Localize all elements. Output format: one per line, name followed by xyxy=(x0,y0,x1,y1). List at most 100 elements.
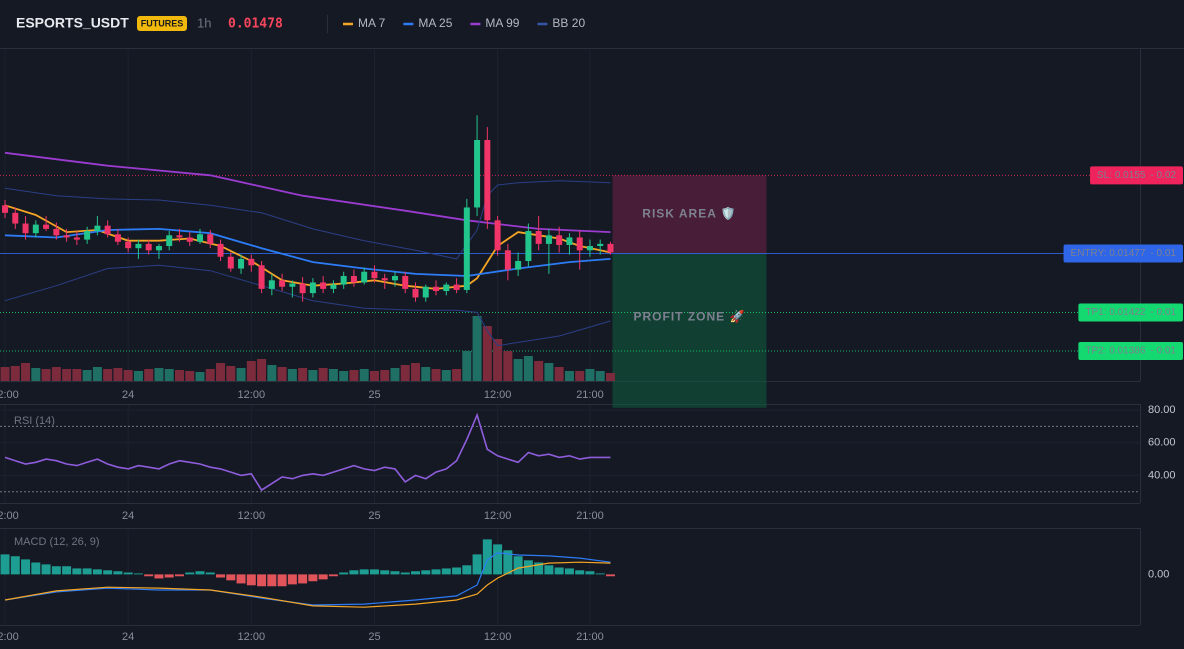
level-label-bg xyxy=(1078,303,1183,322)
macd-histogram-bar xyxy=(113,571,123,575)
candle-body xyxy=(43,224,50,229)
x-tick-label: 21:00 xyxy=(576,510,604,522)
volume-bar xyxy=(277,367,287,381)
macd-histogram-bar xyxy=(0,554,10,575)
macd-histogram-bar xyxy=(359,569,369,575)
volume-bar xyxy=(154,368,164,381)
volume-bar xyxy=(472,316,482,381)
badge-bg xyxy=(137,16,187,31)
candle-body xyxy=(391,276,398,281)
volume-bar xyxy=(493,339,503,381)
zone-label: RISK AREA 🛡️ xyxy=(642,207,736,221)
candle-body xyxy=(258,265,265,289)
volume-bar xyxy=(144,369,154,381)
volume-bar xyxy=(380,370,390,381)
level-label: SL: 0.0155 xyxy=(1097,170,1146,181)
macd-histogram-bar xyxy=(318,574,328,580)
candle-body xyxy=(504,250,511,270)
candle-body xyxy=(515,261,522,270)
candle-body xyxy=(53,228,60,236)
macd-histogram-bar xyxy=(236,574,246,584)
volume-bar xyxy=(411,363,421,381)
candle-body xyxy=(361,271,368,283)
level-change: - 0.01 xyxy=(1150,346,1176,357)
level-label: TP2: 0.01386 xyxy=(1085,346,1145,357)
volume-bar xyxy=(41,369,51,381)
macd-histogram-bar xyxy=(605,574,615,577)
volume-bar xyxy=(195,372,205,381)
candle-body xyxy=(597,243,604,247)
volume-bar xyxy=(482,326,492,381)
macd-line xyxy=(4,561,611,608)
rsi-line xyxy=(4,412,611,492)
volume-bar xyxy=(226,366,236,381)
volume-bar xyxy=(513,359,523,381)
volume-bar xyxy=(51,367,61,381)
macd-histogram-bar xyxy=(523,560,533,575)
x-tick-label: 24 xyxy=(122,389,134,401)
candle-body xyxy=(94,225,101,232)
badge: FUTURES xyxy=(141,18,184,28)
candle-body xyxy=(289,283,296,287)
candle-body xyxy=(494,220,501,251)
candle-body xyxy=(166,235,173,247)
panel-title: RSI (14) xyxy=(14,415,55,427)
candle-body xyxy=(463,207,470,290)
macd-histogram-bar xyxy=(144,574,154,577)
volume-bar xyxy=(236,368,246,381)
candle-body xyxy=(525,231,532,262)
volume-bar xyxy=(0,367,10,381)
volume-bar xyxy=(133,371,143,381)
candle-body xyxy=(63,235,70,238)
volume-bar xyxy=(585,369,595,381)
candle-body xyxy=(566,237,573,245)
x-tick-label: 12:00 xyxy=(484,389,512,401)
candle-body xyxy=(576,237,583,251)
candle-body xyxy=(402,276,409,289)
macd-histogram-bar xyxy=(380,570,390,575)
candle-body xyxy=(371,271,378,279)
macd-histogram-bar xyxy=(564,568,574,575)
macd-histogram-bar xyxy=(133,573,143,575)
volume-bar xyxy=(62,369,72,381)
volume-bar xyxy=(400,365,410,381)
candle-body xyxy=(125,241,132,249)
macd-histogram-bar xyxy=(328,574,338,577)
macd-histogram-bar xyxy=(390,571,400,575)
candle-body xyxy=(73,237,80,240)
volume-bar xyxy=(174,370,184,381)
candle-body xyxy=(12,212,19,224)
level-label-bg xyxy=(1063,244,1183,263)
macd-histogram-bar xyxy=(82,568,92,575)
volume-bar xyxy=(564,371,574,381)
x-tick-label: 24 xyxy=(122,631,134,643)
symbol-title: ESPORTS_USDT xyxy=(16,15,129,31)
volume-bar xyxy=(431,369,441,381)
candle-body xyxy=(22,223,29,234)
interval: 1h xyxy=(197,15,211,30)
last-price: 0.01478 xyxy=(228,17,283,32)
volume-bar xyxy=(123,370,133,381)
volume-bar xyxy=(534,361,544,381)
candle-body xyxy=(186,237,193,242)
x-tick-label: 12:00 xyxy=(238,510,266,522)
macd-histogram-bar xyxy=(482,539,492,575)
volume-bar xyxy=(544,363,554,381)
volume-bar xyxy=(21,363,31,381)
candle-body xyxy=(104,225,111,235)
macd-histogram-bar xyxy=(257,574,267,587)
macd-histogram-bar xyxy=(154,574,164,579)
candle-body xyxy=(484,139,491,221)
macd-histogram-bar xyxy=(51,566,61,575)
candle-body xyxy=(535,231,542,244)
volume-bar xyxy=(554,367,564,381)
x-tick-label: 25 xyxy=(368,510,380,522)
volume-bar xyxy=(10,366,20,381)
candle-body xyxy=(217,243,224,257)
x-tick-label: 12:00 xyxy=(238,389,266,401)
volume-bar xyxy=(339,371,349,381)
level-change: - 0.02 xyxy=(1150,170,1176,181)
macd-histogram-bar xyxy=(462,565,472,575)
macd-histogram-bar xyxy=(72,568,82,575)
